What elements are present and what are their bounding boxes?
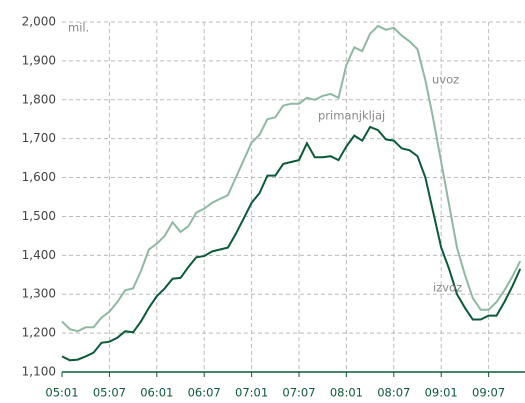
annotation: primanjkljaj <box>318 109 385 123</box>
y-tick-label: 1,200 <box>22 326 56 340</box>
x-tick-label: 05:07 <box>93 386 126 400</box>
y-tick-label: 1,500 <box>22 209 56 223</box>
x-tick-label: 07:07 <box>282 386 315 400</box>
y-tick-label: 1,800 <box>22 92 56 106</box>
y-tick-label: 1,600 <box>22 170 56 184</box>
annotation: mil. <box>68 21 89 35</box>
x-tick-label: 05:01 <box>45 386 78 400</box>
y-tick-label: 1,900 <box>22 53 56 67</box>
annotation: izvoz <box>433 281 462 295</box>
y-tick-label: 1,700 <box>22 131 56 145</box>
series-line <box>61 125 522 362</box>
y-tick-label: 1,400 <box>22 248 56 262</box>
y-tick-label: 2,000 <box>22 15 56 29</box>
y-tick-label: 1,100 <box>22 365 56 379</box>
x-tick-label: 06:01 <box>140 386 173 400</box>
x-tick-label: 06:07 <box>188 386 221 400</box>
x-tick-label: 09:07 <box>472 386 505 400</box>
x-tick-label: 07:01 <box>235 386 268 400</box>
annotation: uvoz <box>432 73 459 87</box>
x-tick-label: 09:01 <box>425 386 458 400</box>
x-tick-label: 08:01 <box>330 386 363 400</box>
series-line <box>61 24 522 333</box>
y-tick-label: 1,300 <box>22 287 56 301</box>
x-tick-label: 08:07 <box>377 386 410 400</box>
